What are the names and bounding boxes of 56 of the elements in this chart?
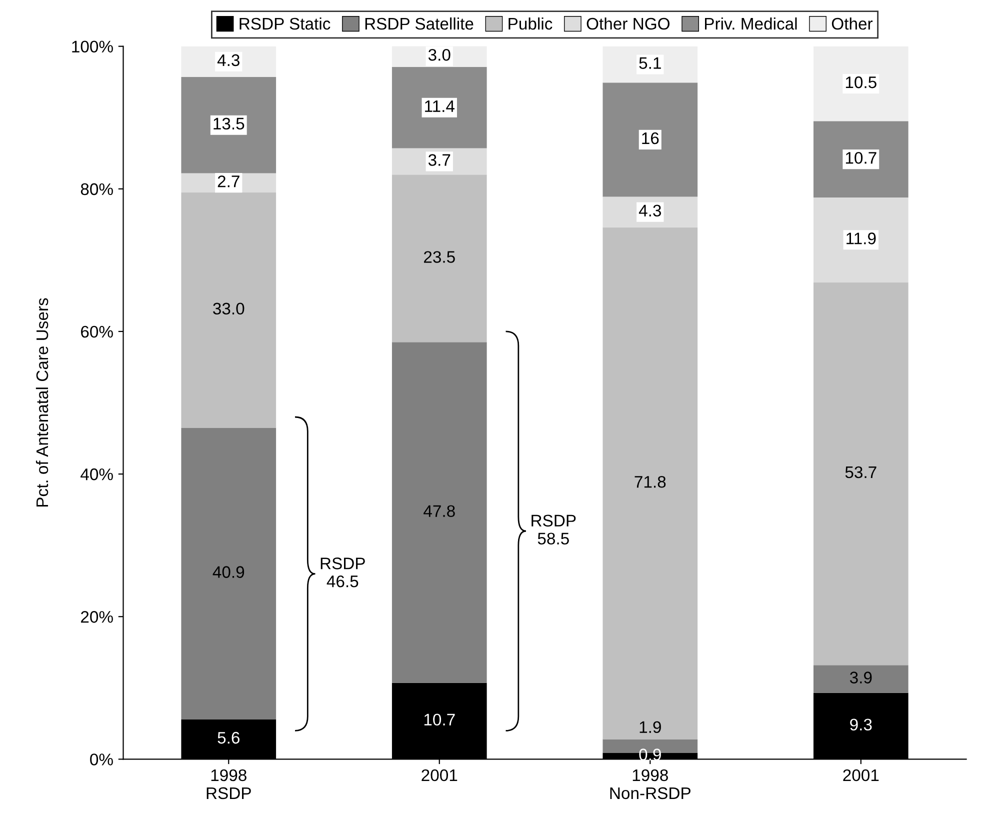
data-label: 11.4 bbox=[425, 100, 455, 112]
annotation: RSDP 46.5 bbox=[320, 558, 365, 588]
bar bbox=[181, 428, 276, 720]
data-label: 33.0 bbox=[213, 302, 244, 315]
y-tick-label: 40% bbox=[80, 468, 113, 480]
y-tick-label: 60% bbox=[81, 326, 113, 338]
data-label: 10.7 bbox=[846, 152, 876, 164]
bar bbox=[813, 282, 908, 666]
data-label: 23.5 bbox=[424, 251, 455, 263]
annotation: RSDP 58.5 bbox=[532, 514, 576, 545]
bar bbox=[813, 46, 908, 122]
bar bbox=[602, 227, 698, 740]
data-label: 40.9 bbox=[212, 566, 244, 578]
legend-label: Other NGO bbox=[586, 17, 670, 30]
data-label: 10.5 bbox=[846, 76, 876, 88]
x-tick-label: 2001 bbox=[843, 769, 879, 782]
y-tick-label: 0% bbox=[90, 754, 113, 766]
legend-label: Other bbox=[832, 17, 873, 30]
x-tick-label: 2001 bbox=[422, 769, 458, 782]
bar bbox=[181, 76, 276, 174]
bar bbox=[813, 121, 908, 198]
bar bbox=[392, 66, 487, 148]
legend-label: Public bbox=[508, 17, 552, 30]
data-label: 47.8 bbox=[424, 505, 455, 518]
data-label: 0.9 bbox=[639, 748, 661, 760]
data-label: 13.5 bbox=[214, 118, 244, 130]
y-tick-label: 20% bbox=[81, 611, 113, 623]
data-label: 4.3 bbox=[217, 54, 240, 66]
bar bbox=[392, 342, 487, 683]
data-label: 71.8 bbox=[634, 476, 666, 488]
data-label: 9.3 bbox=[850, 718, 872, 731]
legend-label: RSDP Satellite bbox=[365, 17, 474, 30]
bar bbox=[602, 82, 698, 197]
x-tick-label: 1998 RSDP bbox=[206, 769, 251, 800]
data-label: 3.9 bbox=[850, 672, 872, 684]
data-label: 11.9 bbox=[846, 232, 876, 244]
data-label: 5.1 bbox=[639, 57, 661, 69]
bar bbox=[813, 665, 908, 693]
data-label: 2.7 bbox=[218, 176, 240, 188]
y-axis-title: Pct. of Antenatal Care Users bbox=[36, 298, 48, 507]
legend-label: Priv. Medical bbox=[705, 17, 797, 30]
y-tick-label: 80% bbox=[80, 183, 113, 196]
data-label: 53.7 bbox=[845, 466, 876, 478]
data-label: 3.7 bbox=[428, 154, 450, 166]
bar bbox=[181, 192, 276, 428]
bar bbox=[392, 174, 487, 342]
y-tick-label: 100% bbox=[72, 40, 113, 53]
data-label: 5.6 bbox=[218, 732, 240, 744]
data-label: 4.3 bbox=[638, 204, 661, 217]
data-label: 10.7 bbox=[424, 714, 455, 726]
data-label: 1.9 bbox=[640, 721, 661, 734]
data-label: 16 bbox=[642, 132, 659, 144]
legend-label: RSDP Static bbox=[240, 17, 330, 30]
x-tick-label: 1998 Non-RSDP bbox=[610, 769, 690, 800]
bar bbox=[813, 197, 908, 282]
data-label: 3.0 bbox=[428, 48, 450, 61]
